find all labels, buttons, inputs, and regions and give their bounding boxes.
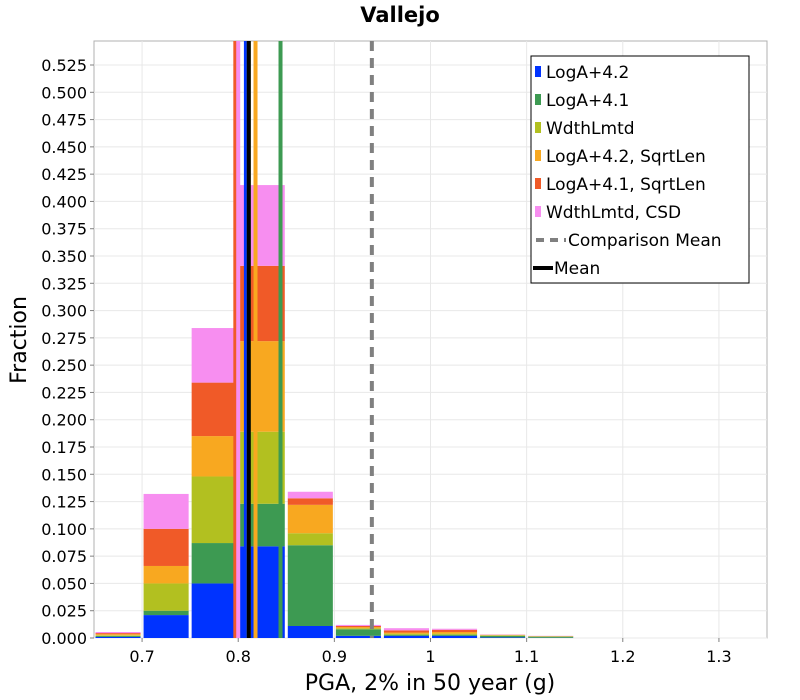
y-tick-label: 0.425 (41, 165, 87, 184)
y-tick-label: 0.225 (41, 383, 87, 402)
y-tick-label: 0.325 (41, 274, 87, 293)
bar-segment (143, 493, 189, 529)
legend-swatch (535, 178, 541, 189)
bar-segment (335, 625, 381, 628)
bar-segment (191, 436, 237, 477)
y-tick-label: 0.300 (41, 302, 87, 321)
bar-segment (480, 637, 526, 638)
bar-segment (432, 631, 478, 634)
bar-segment (287, 491, 333, 499)
legend-label: LogA+4.2 (546, 63, 629, 83)
y-tick-label: 0.075 (41, 547, 87, 566)
legend-swatch (535, 66, 541, 77)
legend-label: LogA+4.1, SqrtLen (546, 175, 706, 195)
x-axis-title: PGA, 2% in 50 year (g) (305, 671, 556, 696)
bar-segment (191, 583, 237, 638)
legend-label: LogA+4.1 (546, 91, 629, 111)
bar-segment (191, 543, 237, 584)
bar-segment (480, 635, 526, 638)
bar-segment (287, 625, 333, 638)
bar-segment (95, 633, 141, 635)
x-tick-label: 1.3 (706, 647, 731, 666)
y-tick-label: 0.350 (41, 247, 87, 266)
bar-segment (383, 632, 429, 634)
bar-segment (143, 583, 189, 611)
bar-segment (143, 528, 189, 566)
bar-segment (287, 504, 333, 534)
bar-segment (287, 545, 333, 626)
mean-lines (233, 41, 374, 638)
bar-segment (432, 633, 478, 635)
y-tick-label: 0.475 (41, 111, 87, 130)
bar-segment (95, 636, 141, 638)
x-tick-label: 1 (425, 647, 435, 666)
bars (95, 185, 574, 638)
y-tick-label: 0.275 (41, 329, 87, 348)
y-tick-label: 0.175 (41, 438, 87, 457)
y-tick-label: 0.025 (41, 602, 87, 621)
y-tick-label: 0.100 (41, 520, 87, 539)
bar-segment (95, 634, 141, 636)
bar-segment (335, 628, 381, 630)
bar-segment (432, 635, 478, 638)
bar-segment (287, 498, 333, 505)
bar-segment (335, 629, 381, 636)
bar-segment (335, 624, 381, 626)
y-tick-label: 0.450 (41, 138, 87, 157)
bar-segment (480, 635, 526, 636)
bar-segment (383, 634, 429, 636)
y-tick-label: 0.200 (41, 411, 87, 430)
bar-segment (383, 630, 429, 633)
legend-swatch (535, 150, 541, 161)
y-tick-label: 0.375 (41, 220, 87, 239)
legend-label: WdthLmtd, CSD (546, 203, 681, 223)
x-tick-label: 1.2 (610, 647, 635, 666)
bar-segment (528, 636, 574, 638)
legend-label: Mean (554, 259, 600, 279)
x-tick-label: 0.9 (322, 647, 347, 666)
bar-segment (191, 476, 237, 544)
bar-segment (432, 634, 478, 636)
y-tick-label: 0.500 (41, 83, 87, 102)
x-tick-label: 0.8 (225, 647, 250, 666)
y-tick-label: 0.000 (41, 629, 87, 648)
bar-segment (432, 628, 478, 630)
legend-label: Comparison Mean (568, 231, 722, 251)
bar-segment (383, 633, 429, 635)
chart-title: Vallejo (360, 3, 440, 27)
bar-segment (191, 328, 237, 383)
legend-label: WdthLmtd (546, 119, 635, 139)
y-axis-ticks: 0.000 0.025 0.050 0.075 0.100 0.125 0.150 0.175… (41, 56, 94, 648)
bar-segment (191, 382, 237, 437)
x-tick-label: 0.7 (129, 647, 154, 666)
x-axis-ticks: 0.7 0.8 0.9 1 1.1 1.2 1.3 (129, 638, 732, 666)
bar-segment (95, 631, 141, 634)
bar-segment (95, 635, 141, 637)
legend-swatch (535, 122, 541, 133)
legend-swatch (535, 94, 541, 105)
bar-segment (383, 635, 429, 638)
bar-segment (143, 610, 189, 616)
y-tick-label: 0.150 (41, 465, 87, 484)
bar-segment (383, 628, 429, 631)
x-tick-label: 1.1 (514, 647, 539, 666)
bar-segment (143, 615, 189, 638)
y-tick-label: 0.525 (41, 56, 87, 75)
y-tick-label: 0.050 (41, 574, 87, 593)
legend-swatch (535, 206, 541, 217)
bar-segment (143, 565, 189, 584)
bar-segment (95, 635, 141, 636)
y-tick-label: 0.125 (41, 493, 87, 512)
y-axis-title: Fraction (7, 296, 32, 384)
bar-segment (335, 627, 381, 629)
y-tick-label: 0.250 (41, 356, 87, 375)
bar-segment (432, 629, 478, 632)
bar-segment (335, 635, 381, 638)
y-tick-label: 0.400 (41, 192, 87, 211)
bar-segment (287, 533, 333, 546)
legend: LogA+4.2 LogA+4.1 WdthLmtd LogA+4.2, SqrtLe… (530, 55, 750, 284)
legend-box (530, 55, 750, 284)
legend-label: LogA+4.2, SqrtLen (546, 147, 706, 167)
